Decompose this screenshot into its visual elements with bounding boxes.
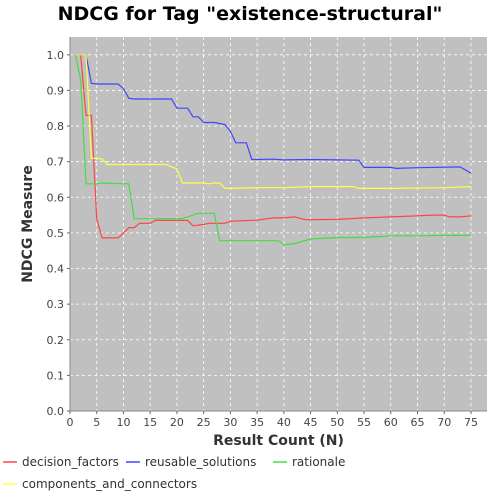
series-line-rationale [74,54,471,246]
y-tick-label: 0.2 [47,334,65,347]
x-tick-label: 55 [357,416,371,429]
y-axis-label: NDCG Measure [20,165,36,283]
x-tick-label: 60 [384,416,398,429]
y-tick-label: 0.6 [47,191,65,204]
legend-label-decision-factors: decision_factors [22,455,119,469]
y-tick-label: 0.3 [47,298,65,311]
plot-area [70,37,487,411]
y-tick-label: 0.7 [47,156,65,169]
x-tick-label: 45 [304,416,318,429]
x-tick-label: 50 [330,416,344,429]
x-tick-label: 15 [143,416,157,429]
x-tick-label: 35 [250,416,264,429]
x-tick-label: 65 [411,416,425,429]
x-tick-label: 40 [277,416,291,429]
chart-title: NDCG for Tag "existence-structural" [58,3,443,25]
y-tick-label: 0.9 [47,84,65,97]
y-tick-label: 0.4 [47,263,65,276]
series-lines [74,54,472,246]
x-axis-ticks: 0 5 10 15 20 25 30 35 40 45 50 55 60 65 70 75 [67,411,478,429]
x-tick-label: 25 [197,416,211,429]
x-tick-label: 0 [67,416,74,429]
x-axis-label: Result Count (N) [213,433,344,449]
x-tick-label: 75 [464,416,478,429]
series-line-decision-factors [75,54,472,239]
x-tick-label: 20 [170,416,184,429]
legend: decision_factors reusable_solutions ration… [3,455,345,491]
y-tick-label: 0.8 [47,120,65,133]
legend-label-components-and-connectors: components_and_connectors [22,477,197,491]
y-tick-label: 0.5 [47,227,65,240]
series-line-reusable-solutions [75,54,472,174]
y-tick-label: 1.0 [47,49,65,62]
y-tick-label: 0.1 [47,369,65,382]
y-axis-ticks: 0.0 0.1 0.2 0.3 0.4 0.5 0.6 0.7 0.8 0.9 1.0 [47,49,70,418]
legend-label-reusable-solutions: reusable_solutions [145,455,256,469]
series-line-components-and-connectors [75,54,472,189]
x-tick-label: 70 [437,416,451,429]
x-tick-label: 10 [116,416,130,429]
x-tick-label: 5 [93,416,100,429]
legend-label-rationale: rationale [292,455,345,469]
y-tick-label: 0.0 [47,405,65,418]
x-tick-label: 30 [223,416,237,429]
